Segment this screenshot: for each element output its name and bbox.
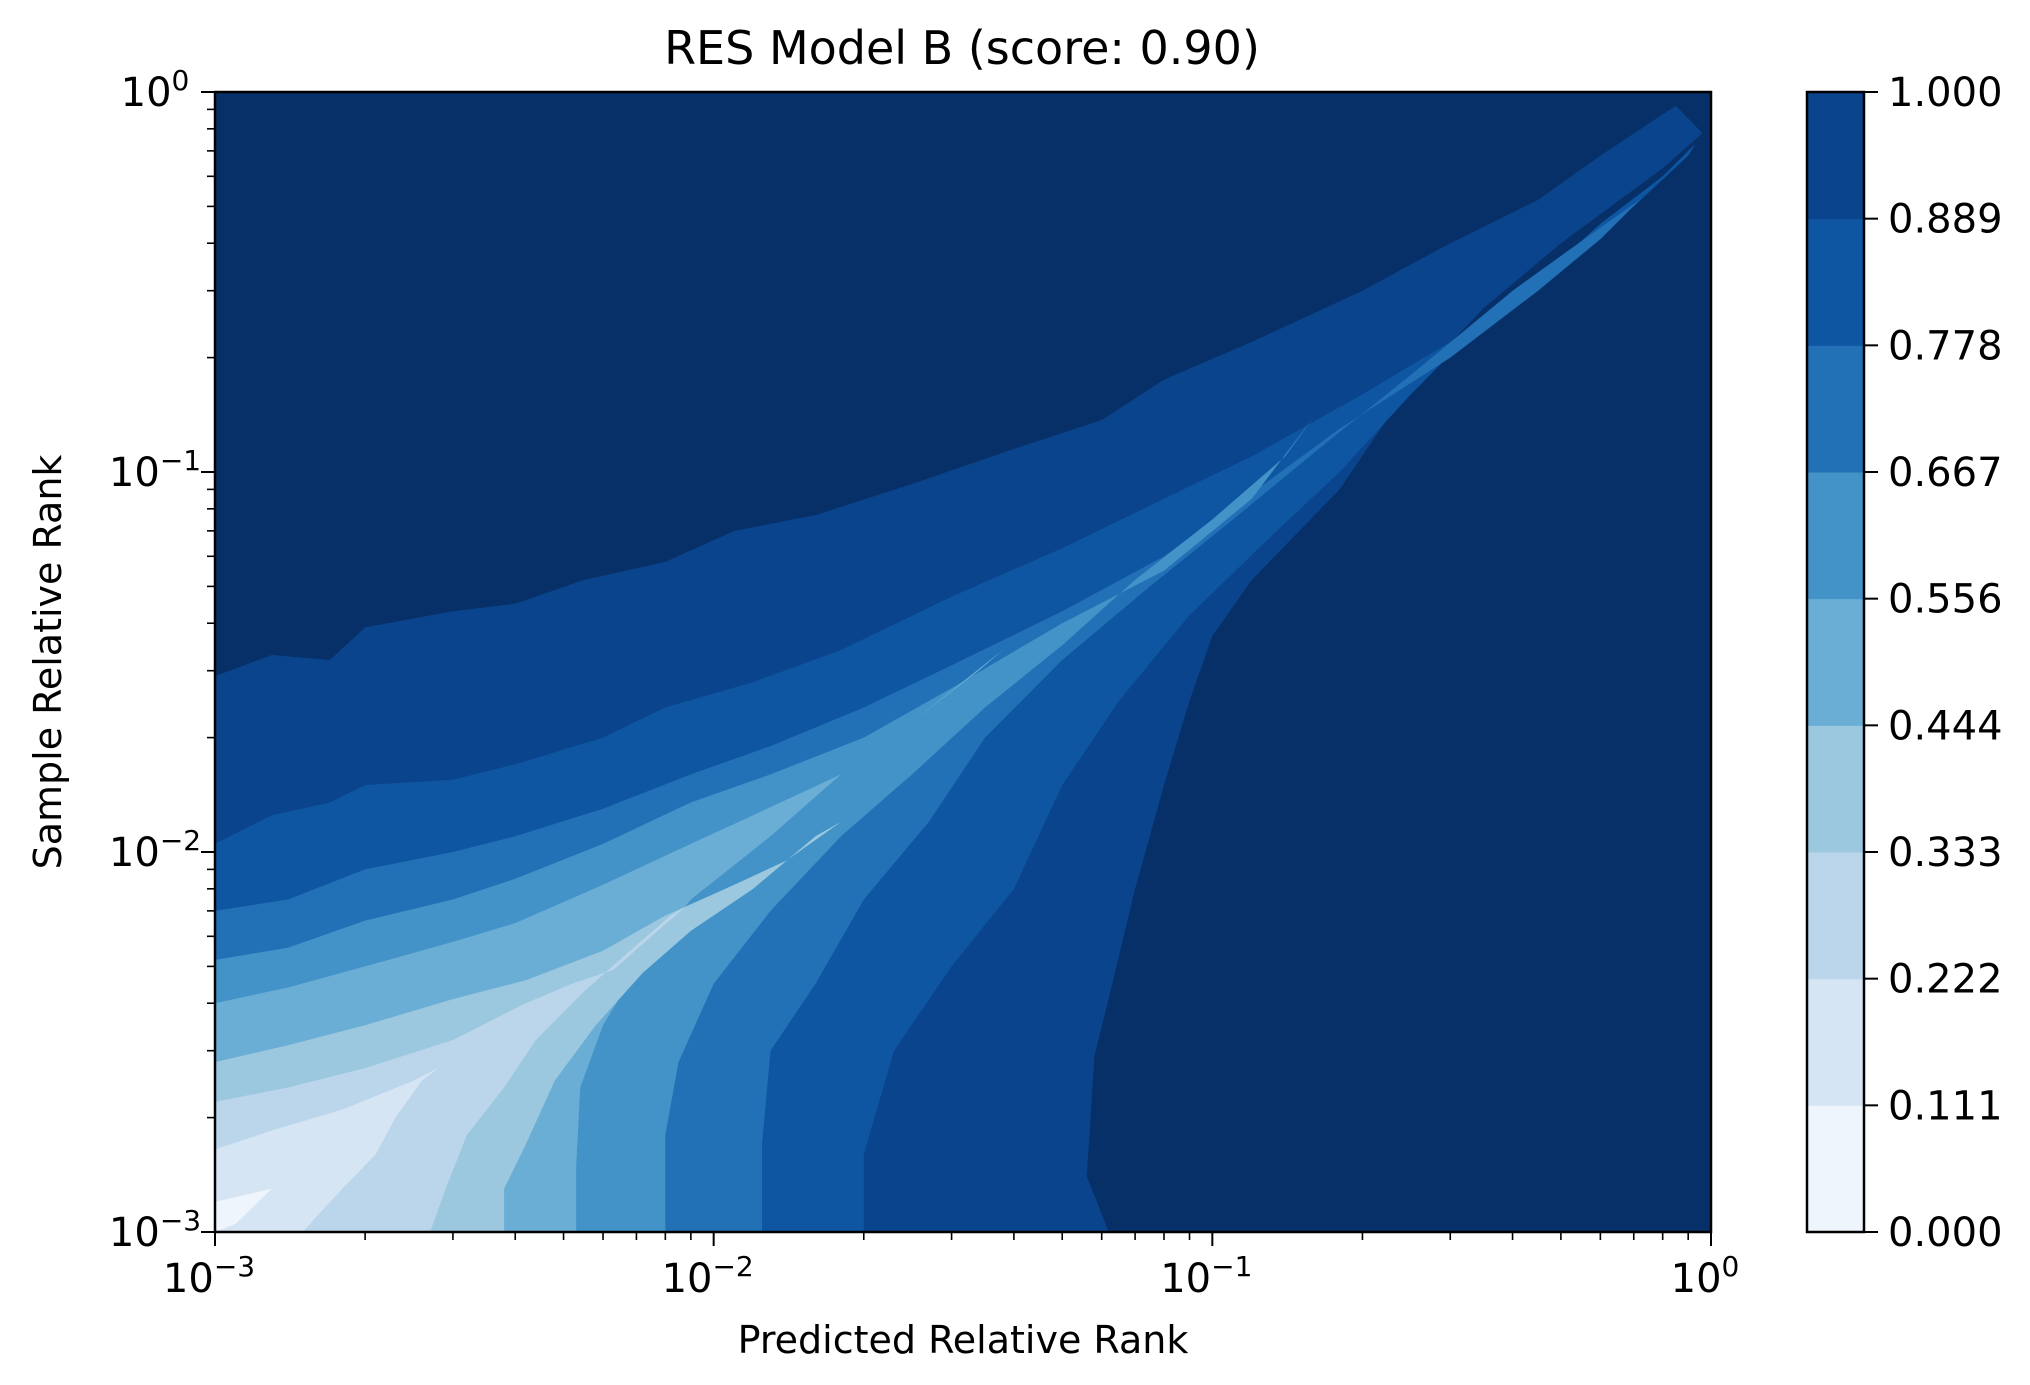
colorbar-swatch (1807, 852, 1864, 980)
chart-title: RES Model B (score: 0.90) (664, 21, 1260, 75)
y-tick-label: 10−3 (109, 1204, 201, 1256)
colorbar-swatch (1807, 725, 1864, 853)
y-tick-label: 10−1 (109, 444, 201, 496)
contour-band-8 (215, 1068, 438, 1232)
plot-area (213, 90, 1713, 1234)
x-tick-label: 10−3 (163, 1250, 255, 1302)
contour-band-9 (215, 1188, 272, 1232)
colorbar-tick-label: 0.667 (1888, 450, 2003, 496)
colorbar-frame (1805, 90, 1866, 1234)
colorbar-tick-label: 0.333 (1888, 830, 2003, 876)
colorbar-tick-label: 0.556 (1888, 577, 2003, 623)
colorbar-tick-label: 0.444 (1888, 703, 2003, 749)
colorbar-swatch (1807, 345, 1864, 473)
y-axis: 10−3 10−2 10−1 100 (109, 64, 215, 1256)
colorbar-swatch (1807, 472, 1864, 600)
colorbar-swatch (1807, 1105, 1864, 1233)
colorbar-swatch (1807, 978, 1864, 1106)
colorbar-tick-label: 0.111 (1888, 1083, 2003, 1129)
colorbar-tick-label: 0.778 (1888, 323, 2003, 369)
colorbar-tick-label: 0.222 (1888, 957, 2003, 1003)
plot-frame (213, 90, 1713, 1234)
y-axis-label: Sample Relative Rank (26, 455, 70, 870)
contour-layer (215, 105, 1703, 1232)
colorbar-swatch (1807, 218, 1864, 346)
x-tick-label: 100 (1671, 1250, 1740, 1302)
colorbar-tick-label: 0.000 (1888, 1210, 2003, 1256)
x-axis: 10−3 10−2 10−1 100 (163, 1232, 1739, 1302)
colorbar-tick-label: 0.889 (1888, 197, 2003, 243)
colorbar-tick-label: 1.000 (1888, 70, 2003, 116)
colorbar-swatch (1807, 598, 1864, 726)
x-tick-label: 10−2 (662, 1250, 754, 1302)
y-tick-label: 100 (121, 64, 190, 116)
x-tick-label: 10−1 (1160, 1250, 1252, 1302)
colorbar: 0.000 0.111 0.222 0.333 0.444 0.556 0.667 0.778… (1805, 70, 2003, 1256)
y-tick-label: 10−2 (109, 824, 201, 876)
x-axis-label: Predicted Relative Rank (738, 1318, 1189, 1362)
colorbar-swatch (1807, 92, 1864, 220)
